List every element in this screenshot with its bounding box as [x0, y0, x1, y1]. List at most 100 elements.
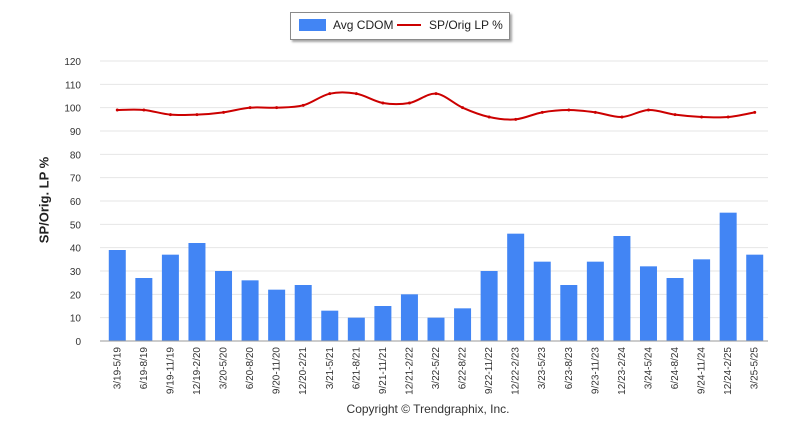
bar [241, 280, 259, 341]
line-point [142, 108, 146, 112]
x-tick-label: 12/22-2/23 [511, 347, 522, 395]
y-axis-ticks: 0 10 20 30 40 50 60 70 80 90 100 110 120 [64, 57, 81, 348]
line-point [540, 110, 544, 114]
line-point [115, 108, 119, 112]
line-point [700, 115, 704, 119]
legend: Avg CDOM SP/Orig LP % [290, 12, 510, 40]
x-tick-label: 3/24-5/24 [643, 347, 654, 390]
bar [746, 254, 764, 341]
bar [454, 308, 472, 341]
bar [533, 261, 551, 341]
x-axis-ticks: 3/19-5/19 6/19-8/19 9/19-11/19 12/19-2/20 3/… [112, 347, 760, 395]
line-point [248, 106, 252, 110]
legend-item-line: SP/Orig LP % [397, 18, 503, 32]
line-point [753, 110, 757, 114]
bar [268, 289, 286, 341]
x-tick-label: 12/23-2/24 [617, 347, 628, 395]
bar [480, 271, 498, 341]
line-point [593, 110, 597, 114]
bar [586, 261, 604, 341]
line-point [646, 108, 650, 112]
y-tick-label: 120 [64, 57, 81, 68]
line-point [168, 113, 172, 117]
line-point [407, 101, 411, 105]
bar [719, 212, 737, 341]
x-tick-label: 6/24-8/24 [670, 347, 681, 390]
bar [427, 317, 445, 341]
legend-bar-label: Avg CDOM [333, 18, 394, 32]
y-tick-label: 60 [70, 197, 82, 208]
bar [374, 306, 392, 341]
x-tick-label: 6/23-8/23 [564, 347, 575, 390]
bar [613, 236, 631, 341]
copyright: Copyright © Trendgraphix, Inc. [346, 402, 510, 416]
y-tick-label: 0 [75, 337, 81, 348]
line-point [434, 92, 438, 96]
legend-item-bar: Avg CDOM [299, 18, 393, 32]
line-point [620, 115, 624, 119]
bar [639, 266, 657, 341]
bar [321, 310, 339, 341]
x-tick-label: 6/21-8/21 [351, 347, 362, 390]
y-tick-label: 20 [70, 290, 82, 301]
x-tick-label: 6/20-8/20 [245, 347, 256, 390]
x-tick-label: 9/21-11/21 [378, 347, 389, 395]
bar [135, 278, 153, 341]
bar [507, 233, 525, 341]
y-tick-label: 40 [70, 244, 82, 255]
line-point [514, 117, 518, 121]
bar [560, 285, 578, 341]
bar [400, 294, 418, 341]
line-point [726, 115, 730, 119]
x-tick-label: 3/25-5/25 [750, 347, 761, 390]
bar [108, 250, 126, 341]
line-point [354, 92, 358, 96]
bar-series [108, 212, 764, 341]
line-series [115, 91, 757, 121]
line-point [567, 108, 571, 112]
line-point [381, 101, 385, 105]
bar [188, 243, 206, 341]
x-tick-label: 9/19-11/19 [165, 347, 176, 395]
line-path [117, 91, 755, 121]
line-point [222, 110, 226, 114]
x-tick-label: 3/22-5/22 [431, 347, 442, 390]
y-tick-label: 50 [70, 220, 82, 231]
x-tick-label: 3/20-5/20 [219, 347, 230, 390]
y-axis-label: SP/Orig. LP % [36, 156, 52, 244]
x-tick-label: 3/23-5/23 [537, 347, 548, 390]
x-tick-label: 6/22-8/22 [458, 347, 469, 390]
x-tick-label: 12/19-2/20 [192, 347, 203, 395]
x-tick-label: 3/21-5/21 [325, 347, 336, 390]
y-tick-label: 70 [70, 174, 82, 185]
line-point [487, 115, 491, 119]
x-tick-label: 3/19-5/19 [112, 347, 123, 390]
bar [347, 317, 365, 341]
y-tick-label: 10 [70, 314, 82, 325]
x-tick-label: 9/20-11/20 [272, 347, 283, 395]
line-point [461, 106, 465, 110]
x-tick-label: 9/23-11/23 [590, 347, 601, 395]
x-tick-label: 6/19-8/19 [139, 347, 150, 390]
line-point [328, 92, 332, 96]
x-tick-label: 9/24-11/24 [697, 347, 708, 395]
line-point [301, 103, 305, 107]
line-point [195, 113, 199, 117]
y-tick-label: 110 [65, 80, 81, 91]
x-tick-label: 9/22-11/22 [484, 347, 495, 395]
x-tick-label: 12/24-2/25 [723, 347, 734, 395]
bar [215, 271, 233, 341]
x-tick-label: 12/20-2/21 [298, 347, 309, 395]
y-tick-label: 100 [64, 104, 81, 115]
bar [693, 259, 711, 341]
y-tick-label: 80 [70, 150, 82, 161]
legend-line-swatch [397, 24, 421, 26]
line-point [275, 106, 279, 110]
line-point [673, 113, 677, 117]
legend-line-label: SP/Orig LP % [429, 18, 503, 32]
y-tick-label: 90 [70, 127, 82, 138]
grid-lines [100, 60, 768, 342]
bar [161, 254, 179, 341]
legend-bar-swatch [299, 19, 326, 31]
